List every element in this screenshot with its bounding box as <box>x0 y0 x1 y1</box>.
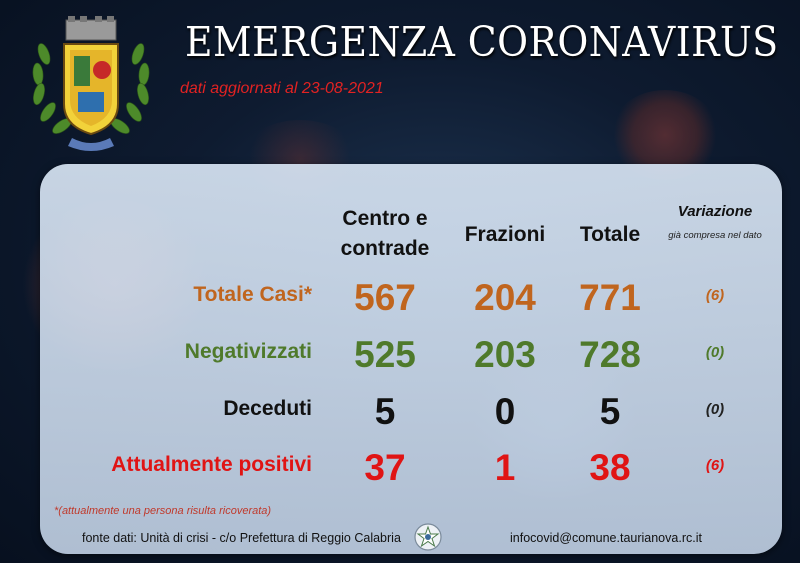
page-title: EMERGENZA CORONAVIRUS <box>185 18 779 66</box>
row-label: Attualmente positivi <box>111 453 312 476</box>
value-centro: 37 <box>364 447 406 488</box>
value-variazione: (0) <box>705 344 725 361</box>
table-row-attualmente-positivi: Attualmente positivi 37 1 38 (6) <box>40 447 782 493</box>
contact-email: infocovid@comune.taurianova.rc.it <box>510 531 702 545</box>
value-totale: 728 <box>579 334 641 375</box>
column-header-variazione-note: già compresa nel dato <box>668 230 762 241</box>
column-header-totale: Totale <box>579 223 641 246</box>
update-date: dati aggiornati al 23-08-2021 <box>180 80 384 97</box>
row-label: Deceduti <box>223 397 312 420</box>
value-totale: 5 <box>599 391 621 432</box>
value-totale: 771 <box>579 277 641 318</box>
row-label: Totale Casi* <box>193 283 312 306</box>
value-frazioni: 203 <box>474 334 536 375</box>
table-row-deceduti: Deceduti 5 0 5 (0) <box>40 391 782 437</box>
column-header-frazioni: Frazioni <box>464 223 546 246</box>
value-centro: 5 <box>374 391 396 432</box>
municipal-crest-icon <box>32 16 150 151</box>
value-frazioni: 204 <box>474 277 536 318</box>
data-source: fonte dati: Unità di crisi - c/o Prefett… <box>82 531 401 545</box>
column-header-centro: Centro e contrade <box>340 207 430 260</box>
footnote: *(attualmente una persona risulta ricove… <box>54 505 272 517</box>
table-row-negativizzati: Negativizzati 525 203 728 (0) <box>40 334 782 380</box>
column-header-variazione: Variazione <box>677 203 753 220</box>
value-centro: 567 <box>354 277 416 318</box>
value-frazioni: 0 <box>494 391 516 432</box>
value-variazione: (6) <box>705 287 725 304</box>
row-label: Negativizzati <box>184 340 312 363</box>
value-variazione: (6) <box>705 457 725 474</box>
italian-republic-emblem-icon <box>414 523 442 551</box>
value-variazione: (0) <box>705 401 725 418</box>
stats-panel: Centro e contrade Frazioni Totale Variaz… <box>40 164 782 554</box>
value-centro: 525 <box>354 334 416 375</box>
value-totale: 38 <box>589 447 631 488</box>
table-row-totale-casi: Totale Casi* 567 204 771 (6) <box>40 277 782 323</box>
value-frazioni: 1 <box>494 447 516 488</box>
